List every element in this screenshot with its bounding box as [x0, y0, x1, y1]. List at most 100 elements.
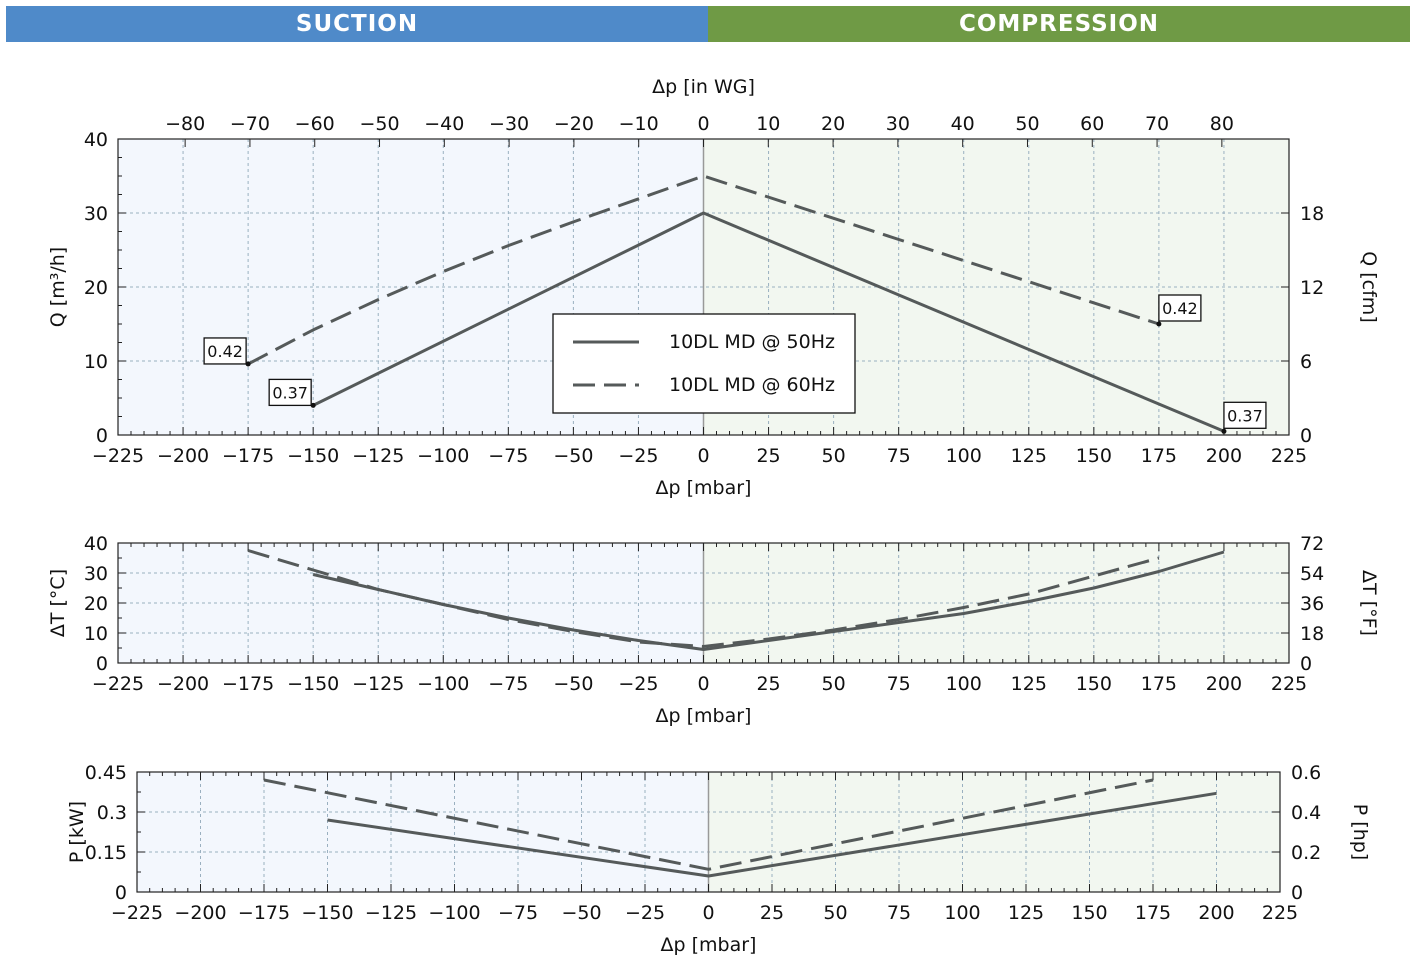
- x-tick-label: −25: [618, 673, 658, 695]
- y-axis-label: ΔT [°C]: [47, 569, 69, 637]
- annotation-point: [1156, 321, 1162, 327]
- x-tick-label: 175: [1141, 445, 1177, 467]
- x-tick-label: −200: [157, 445, 209, 467]
- x2-tick-label: −70: [230, 113, 270, 135]
- series-line-60hz: [247, 549, 1160, 648]
- y-axis-label: Q [m³/h]: [47, 247, 69, 327]
- annotation-box: [1223, 401, 1267, 429]
- annotation-label: 0.42: [1162, 299, 1198, 318]
- x-tick-label: −75: [498, 902, 538, 924]
- compression-header: COMPRESSION: [708, 6, 1410, 42]
- x-tick-label: 125: [1008, 902, 1044, 924]
- series-line-50hz: [312, 211, 1225, 433]
- x-tick-label: 100: [946, 445, 982, 467]
- annotation-point: [1221, 428, 1227, 434]
- y2-tick-label: 0.4: [1291, 802, 1321, 824]
- x-tick-label: −125: [352, 445, 404, 467]
- y2-tick-label: 6: [1300, 351, 1312, 373]
- x-axis-label: Δp [mbar]: [656, 705, 752, 727]
- suction-header: SUCTION: [6, 6, 708, 42]
- x-tick-label: 50: [822, 673, 846, 695]
- x2-axis-label: Δp [in WG]: [652, 76, 755, 98]
- annotation-point: [310, 402, 316, 408]
- y2-tick-label: 54: [1300, 563, 1324, 585]
- x-tick-label: 175: [1135, 902, 1171, 924]
- annotation-box: [203, 337, 247, 365]
- x2-tick-label: −80: [165, 113, 205, 135]
- x-tick-label: −100: [417, 445, 469, 467]
- chart-2: −225 −200 −175 −150 −125 −100 −75 −50 −25 0 25 50 75…: [47, 533, 1380, 727]
- annotation-point: [245, 361, 251, 367]
- y-tick-label: 10: [84, 623, 108, 645]
- legend-label: 10DL MD @ 50Hz: [669, 331, 835, 353]
- x-tick-label: 50: [822, 445, 846, 467]
- plot-frame: [136, 771, 1281, 893]
- x-tick-label: 200: [1206, 673, 1242, 695]
- legend-box: [552, 313, 856, 414]
- x-tick-label: 200: [1206, 445, 1242, 467]
- annotation-label: 0.37: [272, 383, 308, 402]
- chart-1: −225 −200 −175 −150 −125 −100 −75 −50 −25 0 25 50 75…: [47, 76, 1380, 499]
- x-tick-label: −75: [488, 673, 528, 695]
- y-tick-label: 30: [84, 563, 108, 585]
- x2-tick-label: 80: [1210, 113, 1234, 135]
- x-tick-label: 25: [756, 673, 780, 695]
- x-tick-label: −50: [553, 673, 593, 695]
- y2-axis-label: P [hp]: [1349, 804, 1371, 860]
- x2-tick-label: 30: [886, 113, 910, 135]
- y2-axis-label: Q [cfm]: [1358, 251, 1380, 322]
- x-tick-label: −100: [428, 902, 480, 924]
- x-tick-label: −150: [287, 673, 339, 695]
- annotation-box: [268, 378, 312, 407]
- x-tick-label: 125: [1011, 673, 1047, 695]
- x-tick-label: 50: [823, 902, 847, 924]
- x2-tick-label: 60: [1080, 113, 1104, 135]
- x-tick-label: −125: [365, 902, 417, 924]
- legend-label: 10DL MD @ 60Hz: [669, 374, 835, 396]
- x-tick-label: −50: [553, 445, 593, 467]
- y2-tick-label: 12: [1300, 277, 1324, 299]
- y-tick-label: 20: [84, 277, 108, 299]
- x-tick-label: 25: [760, 902, 784, 924]
- x-tick-label: −175: [222, 445, 274, 467]
- x-axis-label: Δp [mbar]: [661, 934, 757, 956]
- y-tick-label: 0.45: [85, 762, 127, 784]
- x-tick-label: −225: [111, 902, 163, 924]
- x-tick-label: −25: [625, 902, 665, 924]
- x2-tick-label: −50: [359, 113, 399, 135]
- x2-tick-label: −10: [619, 113, 659, 135]
- x2-tick-label: 40: [951, 113, 975, 135]
- x-tick-label: −150: [287, 445, 339, 467]
- x-tick-label: 225: [1271, 673, 1307, 695]
- x-tick-label: 0: [697, 673, 709, 695]
- y-tick-label: 30: [84, 203, 108, 225]
- y2-tick-label: 0: [1300, 653, 1312, 675]
- y-tick-label: 0.15: [85, 842, 127, 864]
- x-axis-label: Δp [mbar]: [656, 477, 752, 499]
- x-tick-label: 225: [1262, 902, 1298, 924]
- y-tick-label: 40: [84, 129, 108, 151]
- series-line-60hz: [247, 174, 1160, 366]
- y2-tick-label: 72: [1300, 533, 1324, 555]
- chart-3: −225 −200 −175 −150 −125 −100 −75 −50 −25 0 25 50 75…: [66, 762, 1371, 956]
- x-tick-label: 225: [1271, 445, 1307, 467]
- y-tick-label: 40: [84, 533, 108, 555]
- x2-tick-label: −60: [295, 113, 335, 135]
- x-tick-label: 100: [944, 902, 980, 924]
- suction-region: [137, 772, 709, 892]
- annotation-box: [1158, 294, 1202, 322]
- y2-tick-label: 18: [1300, 203, 1324, 225]
- x-tick-label: 200: [1198, 902, 1234, 924]
- x-tick-label: −50: [561, 902, 601, 924]
- y2-tick-label: 0.2: [1291, 842, 1321, 864]
- y-tick-label: 0: [115, 882, 127, 904]
- x-tick-label: −25: [618, 445, 658, 467]
- x-tick-label: −200: [157, 673, 209, 695]
- plot-frame: [117, 542, 1290, 664]
- x-tick-label: −175: [222, 673, 274, 695]
- x2-tick-label: 70: [1145, 113, 1169, 135]
- x-tick-label: 150: [1071, 902, 1107, 924]
- y-tick-label: 0.3: [97, 802, 127, 824]
- x-tick-label: −125: [352, 673, 404, 695]
- y-tick-label: 20: [84, 593, 108, 615]
